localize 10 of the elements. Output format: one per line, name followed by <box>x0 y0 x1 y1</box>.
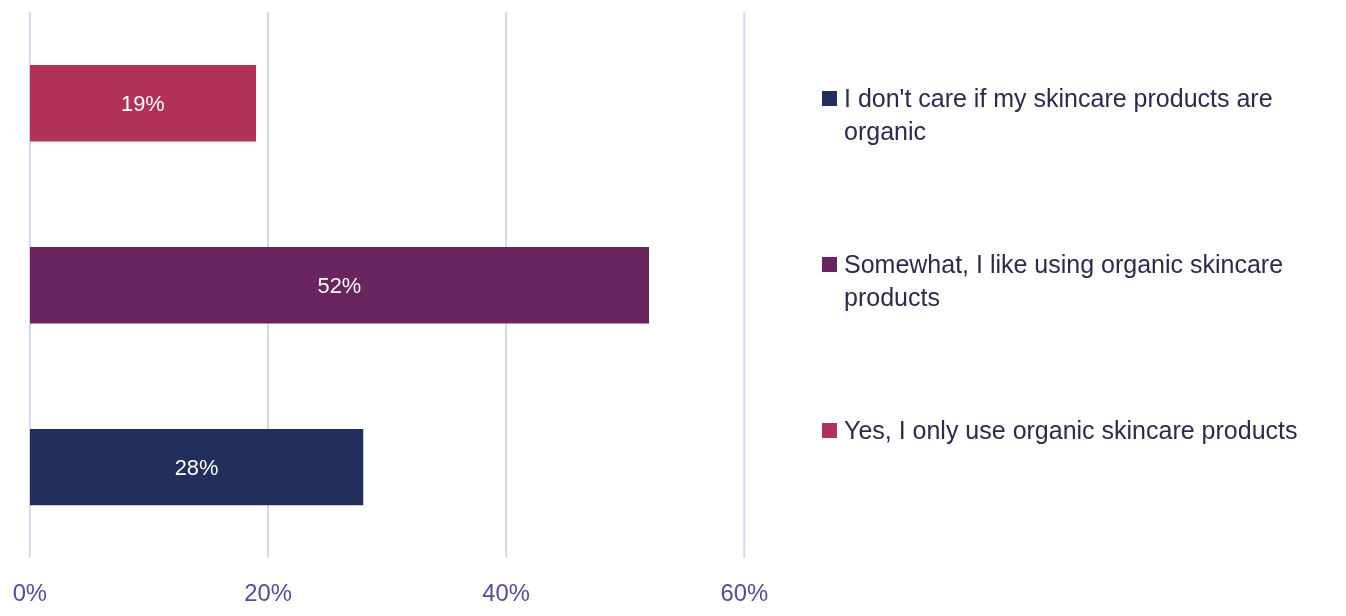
legend-label: I don't care if my skincare products are organic <box>844 84 1273 145</box>
x-tick-label: 0% <box>12 578 48 606</box>
legend-label: Yes, I only use organic skincare products <box>844 416 1298 444</box>
data-label: 52% <box>317 272 362 298</box>
data-label: 28% <box>174 454 219 480</box>
data-label: 19% <box>121 91 165 117</box>
x-tick-label: 40% <box>482 578 530 606</box>
legend-label: Somewhat, I like using organic skincare products <box>844 250 1284 311</box>
x-tick-label: 20% <box>244 578 292 606</box>
x-tick-label: 60% <box>720 578 769 606</box>
